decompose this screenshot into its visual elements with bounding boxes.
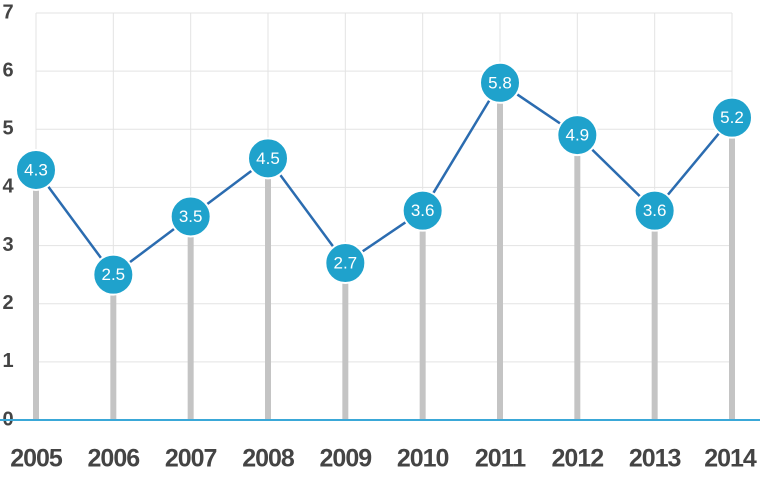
value-label: 4.3 — [24, 160, 48, 179]
marker — [92, 253, 135, 296]
value-label: 3.5 — [179, 207, 203, 226]
x-tick-label: 2012 — [552, 445, 604, 473]
x-tick-label: 2008 — [242, 445, 295, 473]
value-label: 4.9 — [566, 126, 590, 145]
x-tick-label: 2013 — [629, 445, 681, 473]
marker — [247, 137, 289, 180]
marker — [479, 61, 521, 104]
marker — [401, 189, 444, 232]
x-tick-label: 2011 — [475, 445, 526, 473]
marker — [169, 195, 212, 238]
y-tick-label: 7 — [2, 1, 13, 23]
y-tick-label: 3 — [2, 234, 13, 256]
marker — [633, 189, 676, 232]
marker — [324, 242, 367, 285]
y-tick-label: 4 — [2, 176, 14, 198]
value-label: 2.5 — [102, 265, 126, 284]
value-label: 4.5 — [256, 149, 280, 168]
y-tick-label: 6 — [2, 59, 13, 81]
x-tick-label: 2014 — [704, 445, 757, 473]
x-tick-label: 2005 — [10, 445, 63, 473]
value-label: 3.6 — [411, 201, 435, 220]
marker — [556, 114, 599, 157]
x-tick-label: 2006 — [88, 445, 140, 473]
marker — [15, 148, 57, 191]
value-label: 2.7 — [334, 253, 358, 272]
x-tick-label: 2010 — [397, 445, 449, 473]
y-tick-label: 2 — [2, 292, 13, 314]
x-tick-label: 2007 — [165, 445, 217, 473]
marker — [711, 96, 753, 139]
x-tick-label: 2009 — [320, 445, 372, 473]
value-label: 5.8 — [488, 73, 512, 92]
value-label: 5.2 — [720, 108, 744, 127]
value-label: 3.6 — [643, 201, 667, 220]
y-tick-label: 1 — [2, 350, 13, 372]
line — [34, 80, 733, 277]
y-tick-label: 5 — [2, 118, 13, 140]
